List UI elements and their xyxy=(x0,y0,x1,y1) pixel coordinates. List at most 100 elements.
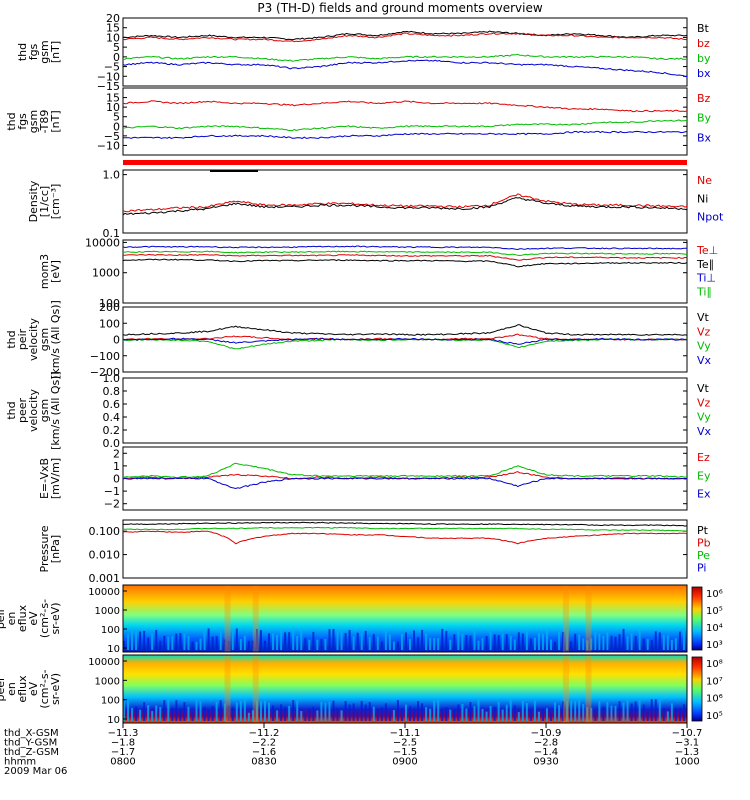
y-tick-label: 1000 xyxy=(95,606,120,617)
ylabel-line: velocity xyxy=(27,318,40,361)
spectrogram-speckle xyxy=(610,705,613,721)
spectrogram-speckle xyxy=(384,629,387,650)
spectrogram-speckle xyxy=(529,638,532,650)
legend-label: Pe xyxy=(697,549,710,562)
ylabel-line: eV xyxy=(27,611,40,626)
spectrogram-speckle xyxy=(131,708,134,721)
spectrogram-speckle xyxy=(550,639,553,650)
ylabel-line: [nT] xyxy=(49,110,62,132)
spectrogram-speckle xyxy=(541,633,544,650)
spectrogram-speckle xyxy=(546,629,548,650)
spectrogram-speckle xyxy=(461,703,464,721)
panel-ylabel: thdpeirvelocitygsm[km/s (All Qs)] xyxy=(5,300,62,379)
legend-label: Vx xyxy=(697,354,712,367)
spectrogram-band xyxy=(224,655,231,723)
ylabel-line: gsm xyxy=(27,110,40,133)
ylabel-line: [nPa] xyxy=(49,535,62,563)
spectrogram-speckle xyxy=(284,632,287,650)
ylabel-line: peer xyxy=(0,676,7,702)
spectrogram-speckle xyxy=(590,638,593,650)
panel-frame xyxy=(122,169,688,234)
legend-label: Vz xyxy=(697,325,711,338)
ylabel-line: eV xyxy=(27,681,40,696)
spectrogram-speckle xyxy=(578,699,581,721)
spectrogram-speckle xyxy=(356,712,359,721)
x-tick-label: 0930 xyxy=(533,757,558,768)
spectrogram-speckle xyxy=(602,706,605,721)
ylabel-line: [mV/m] xyxy=(49,458,62,499)
spectrogram-speckle xyxy=(191,641,194,650)
spectrogram-speckle xyxy=(380,641,383,650)
spectrogram-speckle xyxy=(219,630,222,650)
y-tick-label: 0 xyxy=(113,120,120,133)
spectrogram-speckle xyxy=(392,641,395,650)
spectrogram-band xyxy=(585,655,592,723)
y-tick-label: 10000 xyxy=(88,657,120,668)
spectrogram-speckle xyxy=(674,638,677,650)
spectrogram-speckle xyxy=(223,703,226,721)
spectrogram-speckle xyxy=(251,710,254,721)
spectrogram-speckle xyxy=(626,636,629,650)
spectrogram-speckle xyxy=(537,633,540,650)
spectrogram-speckle xyxy=(239,639,242,650)
x-tick-label: −11.3 xyxy=(108,728,139,739)
panel-6: thdpeervelocitygsm[km/s (All Qs)] 1.00.80… xyxy=(5,371,712,450)
spectrogram-speckle xyxy=(332,628,335,650)
spectrogram-speckle xyxy=(642,704,645,721)
ylabel-line: [km/s (All Qs)] xyxy=(49,371,62,450)
spectrogram-speckle xyxy=(352,703,355,721)
legend-label: Ti∥ xyxy=(696,285,712,298)
spectrogram-speckle xyxy=(336,708,339,721)
spectrogram-speckle xyxy=(159,640,162,650)
spectrogram-speckle xyxy=(207,628,210,650)
spectrogram-speckle xyxy=(259,701,262,721)
spectrogram-speckle xyxy=(554,702,557,721)
spectrogram-speckle xyxy=(642,638,645,650)
spectrogram-speckle xyxy=(268,633,271,650)
spectrogram-speckle xyxy=(183,633,186,650)
y-tick-label: −5 xyxy=(104,61,120,74)
spectrogram-speckle xyxy=(284,706,287,721)
spectrogram-speckle xyxy=(453,709,456,721)
series-line-Pt xyxy=(123,521,688,527)
ylabel-line: sr-eV) xyxy=(49,602,62,634)
spectrogram-speckle xyxy=(594,632,597,650)
spectrogram-speckle xyxy=(558,632,561,650)
spectrogram-speckle xyxy=(135,631,138,650)
spectrogram-speckle xyxy=(195,699,198,721)
y-tick-label: 1 xyxy=(113,460,120,473)
figure-title: P3 (TH-D) fields and ground moments over… xyxy=(257,1,542,15)
x-row-label: 2009 Mar 06 xyxy=(4,766,67,777)
ylabel-line: thd xyxy=(5,401,18,419)
spectrogram-speckle xyxy=(429,637,432,650)
x-tick-label: −2.5 xyxy=(393,738,417,749)
y-tick-label: 10000 xyxy=(88,587,120,598)
spectrogram-speckle xyxy=(574,633,577,650)
spectrogram-speckle xyxy=(308,709,311,721)
legend-label: Vx xyxy=(697,425,712,438)
spectrogram-speckle xyxy=(529,710,532,721)
spectrogram-speckle xyxy=(582,638,585,650)
panel-ylabel: Density[1/cc][cm⁻³] xyxy=(27,180,62,222)
spectrogram-speckle xyxy=(465,635,468,650)
spectrogram-speckle xyxy=(215,636,218,650)
ylabel-line: peer xyxy=(16,398,29,424)
spectrogram-speckle xyxy=(574,701,577,721)
y-tick-label: 100 xyxy=(99,297,120,310)
legend-label: Bx xyxy=(697,131,712,144)
y-tick-label: 0 xyxy=(113,473,120,486)
ylabel-line: -T89 xyxy=(38,110,51,134)
panel-frame xyxy=(122,377,688,444)
spectrogram-speckle xyxy=(215,701,218,721)
spectrogram-speckle xyxy=(566,629,569,650)
spectrogram-speckle xyxy=(292,628,295,650)
spectrogram-speckle xyxy=(521,700,524,721)
legend-label: Vy xyxy=(697,411,711,424)
spectrogram-speckle xyxy=(570,700,573,721)
legend-label: Pi xyxy=(697,562,706,575)
spectrogram-speckle xyxy=(388,634,391,650)
y-tick-label: 1.0 xyxy=(103,372,121,385)
y-tick-label: 0.010 xyxy=(89,549,121,562)
spectrogram-speckle xyxy=(255,628,258,650)
